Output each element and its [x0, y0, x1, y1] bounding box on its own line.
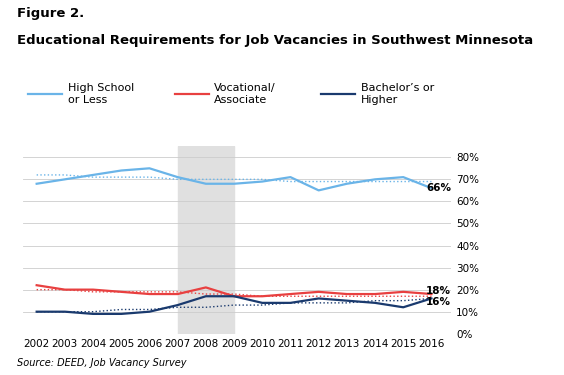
Text: Educational Requirements for Job Vacancies in Southwest Minnesota: Educational Requirements for Job Vacanci… [17, 34, 533, 47]
Text: 66%: 66% [426, 183, 451, 193]
Text: Source: DEED, Job Vacancy Survey: Source: DEED, Job Vacancy Survey [17, 357, 187, 368]
Text: High School
or Less: High School or Less [68, 83, 134, 105]
Text: Bachelor’s or
Higher: Bachelor’s or Higher [361, 83, 434, 105]
Bar [178, 146, 234, 334]
Text: Vocational/
Associate: Vocational/ Associate [214, 83, 276, 105]
Text: 18%: 18% [426, 286, 451, 296]
Text: Figure 2.: Figure 2. [17, 8, 84, 21]
Text: 16%: 16% [426, 297, 451, 307]
